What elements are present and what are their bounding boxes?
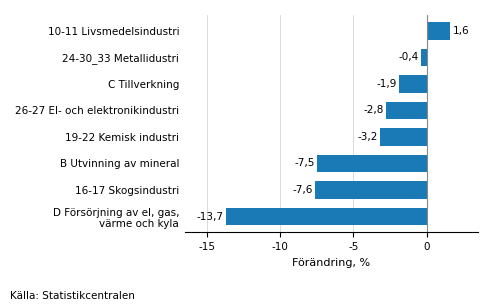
Text: -7,5: -7,5: [294, 158, 315, 168]
Text: -3,2: -3,2: [357, 132, 378, 142]
Bar: [421, 49, 426, 66]
X-axis label: Förändring, %: Förändring, %: [292, 258, 370, 268]
Text: Källa: Statistikcentralen: Källa: Statistikcentralen: [10, 291, 135, 301]
Bar: [380, 128, 426, 146]
Text: -0,4: -0,4: [398, 52, 419, 62]
Text: -2,8: -2,8: [363, 105, 384, 116]
Text: -1,9: -1,9: [376, 79, 396, 89]
Text: -13,7: -13,7: [197, 212, 223, 222]
Bar: [399, 75, 426, 92]
Bar: [226, 208, 426, 225]
Bar: [426, 22, 450, 40]
Bar: [315, 181, 426, 199]
Text: -7,6: -7,6: [293, 185, 313, 195]
Bar: [317, 155, 426, 172]
Text: 1,6: 1,6: [453, 26, 469, 36]
Bar: [386, 102, 426, 119]
